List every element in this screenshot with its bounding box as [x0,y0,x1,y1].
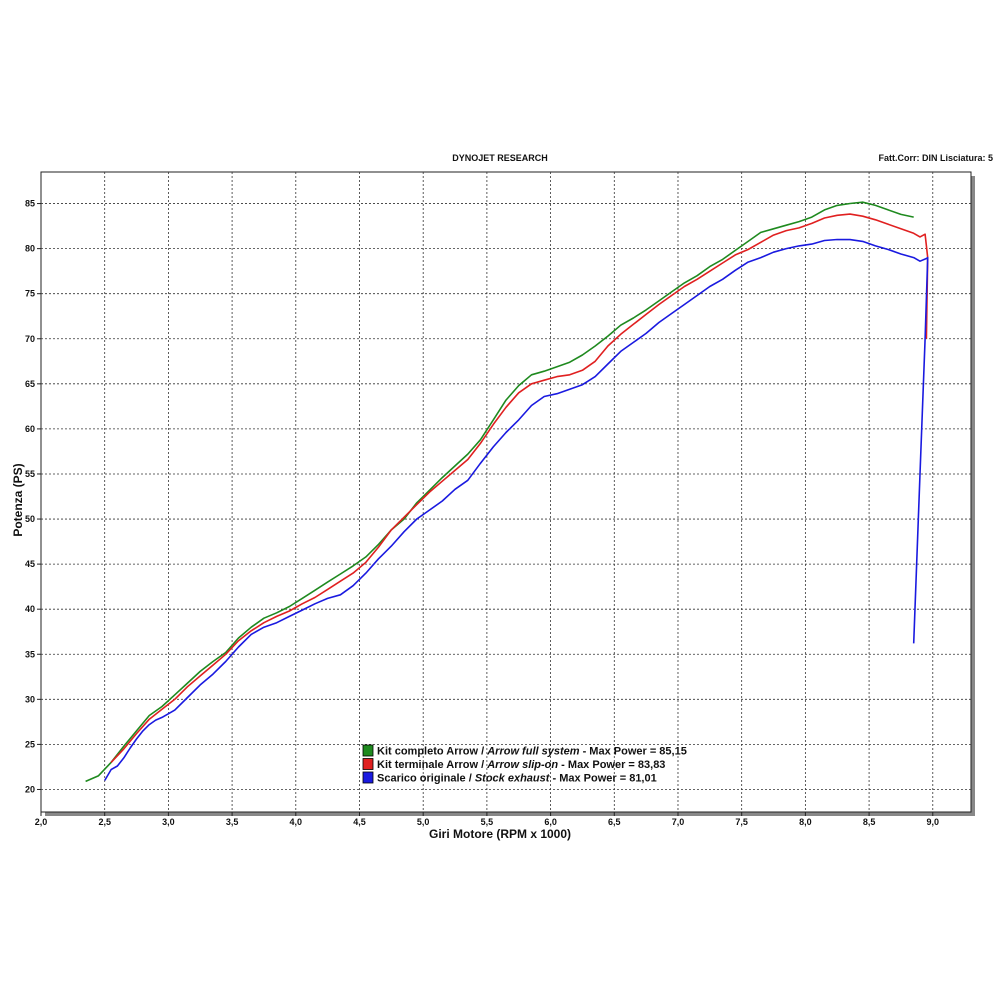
series-line-1 [85,201,914,783]
x-axis-ticks: 2,0 2,5 3,0 3,5 4,0 4,5 5,0 5,5 6,0 6,5 7,0 7,5 8,0 8… [35,812,939,827]
x-tick-label: 9,0 [927,817,940,827]
y-tick-label: 50 [25,514,35,524]
y-tick-label: 65 [25,379,35,389]
series-line-3 [104,238,929,781]
x-tick-label: 7,5 [735,817,748,827]
legend-swatch [362,771,374,784]
y-tick-label: 30 [25,694,35,704]
x-tick-label: 6,5 [608,817,621,827]
y-tick-label: 35 [25,649,35,659]
y-tick-label: 40 [25,604,35,614]
x-tick-label: 2,5 [98,817,111,827]
legend-label: Kit completo Arrow / Arrow full system -… [377,746,687,758]
x-tick-label: 6,0 [544,817,557,827]
y-tick-label: 75 [25,289,35,299]
legend-swatch [362,758,374,770]
x-tick-label: 4,0 [290,817,303,827]
y-tick-label: 60 [25,424,35,434]
y-tick-label: 20 [25,784,35,794]
header-correction-info: Fatt.Corr: DIN Lisciatura: 5 [878,153,993,163]
x-tick-label: 3,0 [162,817,175,827]
x-tick-label: 5,5 [481,817,494,827]
x-tick-label: 8,0 [799,817,812,827]
x-axis-label: Giri Motore (RPM x 1000) [429,827,571,841]
legend-swatch [362,744,374,757]
x-tick-label: 2,0 [35,817,48,827]
series-lines [85,201,929,783]
series-line-2 [110,213,929,763]
y-axis-ticks: 20 25 30 35 40 45 50 55 60 65 70 75 80 85 [25,199,41,794]
legend: Kit completo Arrow / Arrow full system -… [362,744,687,785]
x-tick-label: 5,0 [417,817,430,827]
y-tick-label: 55 [25,469,35,479]
plot-area [40,171,972,813]
x-tick-label: 8,5 [863,817,876,827]
legend-label: Kit terminale Arrow / Arrow slip-on - Ma… [377,759,665,771]
y-tick-label: 85 [25,199,35,209]
y-tick-label: 25 [25,739,35,749]
grid-lines [41,172,971,812]
y-tick-label: 80 [25,244,35,254]
x-tick-label: 4,5 [353,817,366,827]
x-tick-label: 7,0 [672,817,685,827]
header-title: DYNOJET RESEARCH [452,153,548,163]
y-axis-label: Potenza (PS) [11,463,25,536]
y-tick-label: 45 [25,559,35,569]
x-tick-label: 3,5 [226,817,239,827]
legend-label: Scarico originale / Stock exhaust - Max … [377,773,657,785]
y-tick-label: 70 [25,334,35,344]
